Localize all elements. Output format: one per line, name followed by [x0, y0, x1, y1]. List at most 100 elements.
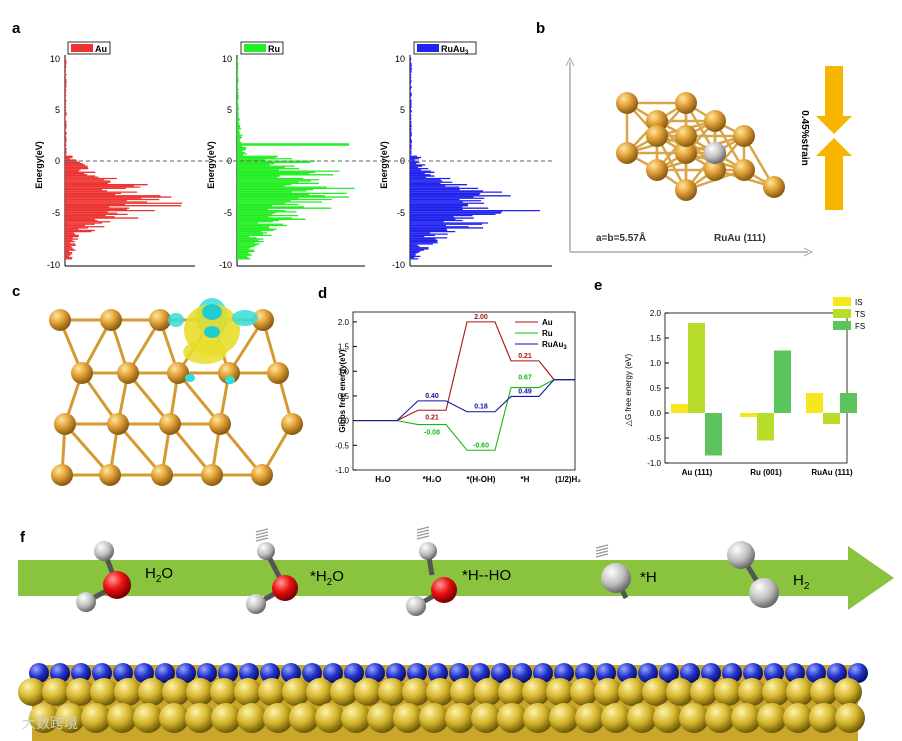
- au-atom: [159, 703, 189, 733]
- ru-atom: [512, 663, 532, 683]
- au-atom: [378, 678, 406, 706]
- panel-label-b: b: [536, 20, 545, 37]
- au-atom: [757, 703, 787, 733]
- ru-atom: [386, 663, 406, 683]
- ru-atom: [407, 663, 427, 683]
- ru-atom: [806, 663, 826, 683]
- data-label: 0.18: [474, 404, 488, 411]
- au-atom: [675, 142, 697, 164]
- dos-tick: -5: [224, 208, 232, 218]
- dos-legend-swatch: [244, 44, 266, 52]
- structure-ruau111: a=b=5.57Å RuAu (111) 0.45%strain: [565, 56, 852, 257]
- data-label: 2.00: [474, 314, 488, 321]
- ru-atom: [596, 663, 616, 683]
- charge-density-isosurface: [168, 298, 258, 384]
- bar-ts: [823, 413, 840, 424]
- dos-tick: -10: [219, 260, 232, 270]
- data-label: 0.40: [425, 393, 439, 400]
- gibbs-free-energy-chart: Gibbs free energy(eV) 2.0 1.5 1.0 0.5 0.0 -0.…: [335, 311, 581, 484]
- au-atom: [341, 703, 371, 733]
- dos-tick: -5: [397, 208, 405, 218]
- au-atom: [675, 92, 697, 114]
- au-atom: [675, 125, 697, 147]
- au-atom: [738, 678, 766, 706]
- ru-atom: [470, 663, 490, 683]
- dos-ylabel: Energy(eV): [379, 141, 389, 189]
- au-atom: [497, 703, 527, 733]
- ru-atom: [680, 663, 700, 683]
- au-atom: [474, 678, 502, 706]
- dos-tick: 5: [400, 105, 405, 115]
- dos-tick: 10: [395, 54, 405, 64]
- au-atom: [402, 678, 430, 706]
- legend-ruau3: RuAu3: [542, 340, 567, 351]
- au-atom: [783, 703, 813, 733]
- ru-atom: [344, 663, 364, 683]
- au-atom: [99, 464, 121, 486]
- oxygen-atom: [272, 575, 298, 601]
- hydrogen-atom: [94, 541, 114, 561]
- data-label: 0.21: [425, 414, 439, 421]
- au-atom: [186, 678, 214, 706]
- au-atom: [29, 703, 59, 733]
- reaction-pathway: H2O *H2O *H--HO *H H2: [18, 526, 894, 741]
- y-axis-label: △G free energy (eV): [624, 353, 633, 426]
- panel-label-c: c: [12, 283, 20, 300]
- au-atom: [354, 678, 382, 706]
- dos-tick: 5: [55, 105, 60, 115]
- au-atom: [616, 92, 638, 114]
- au-atom: [107, 703, 137, 733]
- oxygen-atom: [103, 571, 131, 599]
- ru-atom: [197, 663, 217, 683]
- au-atom: [763, 176, 785, 198]
- x-tick-label: *H₂O: [423, 475, 442, 484]
- au-atom: [419, 703, 449, 733]
- dos-tick: -5: [52, 208, 60, 218]
- au-atom: [133, 703, 163, 733]
- ru-atom: [50, 663, 70, 683]
- au-atom: [81, 703, 111, 733]
- au-atom: [315, 703, 345, 733]
- au-atom: [210, 678, 238, 706]
- dos-plot-au: Energy(eV) 10 5 0 -5 -10 Au: [34, 41, 195, 270]
- au-atom: [679, 703, 709, 733]
- legend-swatch: [833, 297, 851, 306]
- au-atom: [237, 703, 267, 733]
- ru-atom: [659, 663, 679, 683]
- au-atom: [234, 678, 262, 706]
- ru-atom: [554, 663, 574, 683]
- au-atom: [675, 179, 697, 201]
- au-atom: [666, 678, 694, 706]
- ru-atom: [29, 663, 49, 683]
- bar-ts: [757, 413, 774, 441]
- au-atom: [117, 362, 139, 384]
- plot-frame: [352, 311, 576, 471]
- dos-legend-ru: Ru: [268, 44, 280, 54]
- au-atom: [289, 703, 319, 733]
- y-tick-label: 1.0: [338, 367, 350, 376]
- au-atom: [653, 703, 683, 733]
- y-tick-label: 2.0: [650, 309, 662, 318]
- au-atom: [575, 703, 605, 733]
- free-energy-bar-chart: △G free energy (eV) 2.0 1.5 1.0 0.5 0.0 -0.5 -…: [624, 297, 865, 477]
- au-atom: [762, 678, 790, 706]
- ru-atom: [491, 663, 511, 683]
- panel-label-a: a: [12, 20, 21, 37]
- oxygen-atom: [431, 577, 457, 603]
- ru-atom: [92, 663, 112, 683]
- x-tick-label: (1/2)H₂: [555, 475, 581, 484]
- y-tick-label: -0.5: [647, 434, 661, 443]
- lattice-parameter-label: a=b=5.57Å: [596, 231, 646, 244]
- y-tick-label: 0.0: [650, 409, 662, 418]
- au-atom: [281, 413, 303, 435]
- dos-ylabel: Energy(eV): [34, 141, 44, 189]
- au-atom: [731, 703, 761, 733]
- dos-plot-ruau3: Energy(eV) 10 5 0 -5 -10 RuAu3: [379, 41, 552, 270]
- au-atom: [209, 413, 231, 435]
- au-atom: [733, 125, 755, 147]
- y-tick-label: -1.0: [335, 466, 349, 475]
- au-atom: [185, 703, 215, 733]
- ruau-lattice: [616, 92, 785, 201]
- dos-tick: 0: [55, 156, 60, 166]
